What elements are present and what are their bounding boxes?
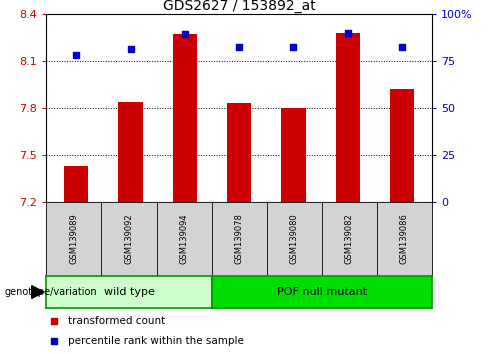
Bar bbox=[227, 103, 251, 202]
Point bbox=[181, 32, 189, 37]
Text: GSM139089: GSM139089 bbox=[69, 213, 79, 264]
Text: transformed count: transformed count bbox=[67, 316, 165, 326]
Text: percentile rank within the sample: percentile rank within the sample bbox=[67, 336, 244, 346]
Text: GSM139094: GSM139094 bbox=[180, 213, 188, 264]
Text: genotype/variation: genotype/variation bbox=[5, 287, 98, 297]
Text: POF null mutant: POF null mutant bbox=[277, 287, 367, 297]
Bar bbox=[173, 34, 197, 202]
Point bbox=[344, 30, 352, 36]
Point bbox=[72, 52, 80, 58]
Bar bbox=[281, 108, 305, 202]
Bar bbox=[64, 166, 88, 202]
Polygon shape bbox=[32, 286, 44, 298]
Title: GDS2627 / 153892_at: GDS2627 / 153892_at bbox=[163, 0, 316, 13]
Point bbox=[126, 46, 134, 51]
Bar bbox=[336, 33, 360, 202]
Text: GSM139080: GSM139080 bbox=[290, 213, 299, 264]
Point bbox=[289, 44, 297, 50]
Text: GSM139086: GSM139086 bbox=[400, 213, 409, 264]
Point bbox=[235, 44, 243, 50]
Text: GSM139082: GSM139082 bbox=[345, 213, 354, 264]
Text: wild type: wild type bbox=[103, 287, 154, 297]
Bar bbox=[118, 102, 143, 202]
Text: GSM139078: GSM139078 bbox=[235, 213, 244, 264]
Point bbox=[50, 318, 58, 324]
Point bbox=[50, 338, 58, 344]
Bar bbox=[390, 89, 414, 202]
Point bbox=[398, 44, 406, 50]
Text: GSM139092: GSM139092 bbox=[124, 213, 134, 264]
